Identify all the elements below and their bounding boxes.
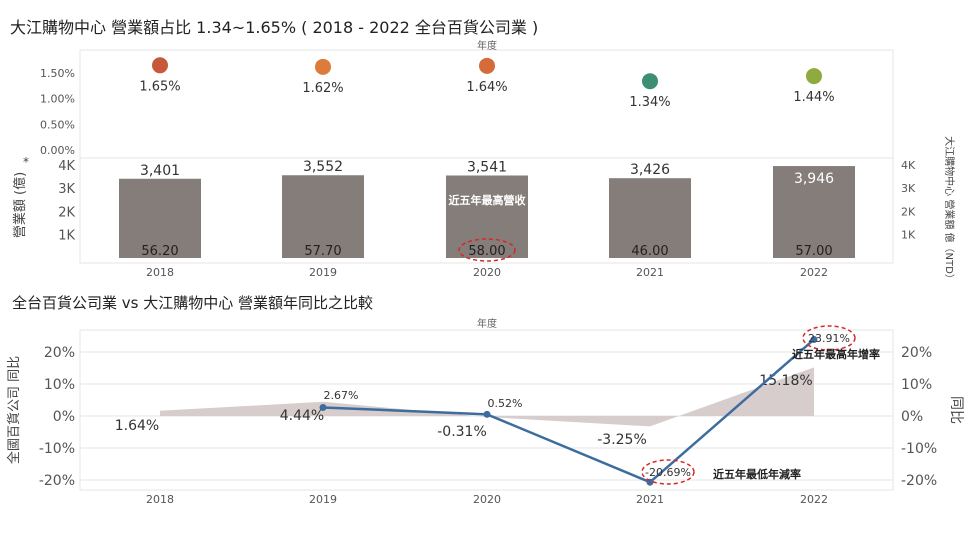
share-dot-2018 (152, 57, 168, 74)
annotation-circle-2021-low (641, 459, 695, 485)
share-dot-label: 1.64% (466, 80, 507, 95)
revenue-bar-2018 (119, 178, 201, 258)
share-dot-label: 1.62% (302, 81, 343, 96)
yoy-y-tick-label: 20% (44, 345, 75, 361)
revenue-bar-value-label: 3,552 (303, 159, 343, 175)
share-dot-label: 1.34% (629, 95, 670, 110)
yoy-y-tick-label: 10% (44, 377, 75, 393)
revenue-y-tick-label: 4K (58, 159, 75, 174)
panel-3-frame (79, 329, 894, 491)
bottom-x-tick-label: 2019 (309, 493, 337, 506)
highest-revenue-annotation: 近五年最高營收 (449, 193, 526, 207)
top-x-tick-label: 2018 (146, 266, 174, 279)
share-dot-2020 (479, 57, 495, 74)
yoy-y-tick-label: -20% (39, 473, 75, 489)
share-y-tick-label: 1.00% (40, 93, 75, 106)
revenue-y-tick-label-right: 3K (901, 182, 916, 195)
revenue-bar-inner-label: 46.00 (631, 244, 668, 259)
revenue-y-tick-label: 3K (58, 182, 75, 197)
industry-yoy-label: -3.25% (597, 432, 647, 448)
revenue-y-axis-title: 營業額 (億) (12, 172, 28, 238)
share-y-tick-label: 0.50% (40, 118, 75, 131)
top-chart-title: 大江購物中心 營業額占比 1.34~1.65% ( 2018 - 2022 全台… (10, 18, 539, 37)
revenue-y-axis-marker: * (23, 155, 29, 169)
revenue-y-axis-title-right: 大江購物中心 營業額 億（NTD） (943, 136, 956, 284)
bottom-chart-title: 全台百貨公司業 vs 大江購物中心 營業額年同比之比較 (12, 294, 373, 312)
revenue-bar-value-label: 3,541 (467, 159, 507, 175)
revenue-bar-inner-label: 57.70 (304, 244, 341, 259)
bottom-x-tick-label: 2022 (800, 493, 828, 506)
revenue-bar-2022 (773, 166, 855, 258)
bottom-x-tick-label: 2018 (146, 493, 174, 506)
industry-yoy-label: -0.31% (437, 424, 487, 440)
yoy-y-tick-label-right: -10% (901, 441, 937, 457)
revenue-y-tick-label-right: 4K (901, 159, 916, 172)
revenue-bar-inner-label: 56.20 (141, 244, 178, 259)
revenue-bar-2019 (282, 175, 364, 258)
yoy-y-tick-label-right: 0% (901, 409, 923, 425)
revenue-y-tick-label-right: 1K (901, 229, 916, 242)
revenue-y-tick-label-right: 2K (901, 205, 916, 218)
yoy-y-axis-title: 全國百貨公司 同比 (6, 356, 22, 464)
tai-mall-yoy-label: 23.91% (808, 332, 850, 345)
tai-mall-yoy-point (319, 403, 327, 411)
revenue-bar-value-label: 3,401 (140, 163, 180, 179)
yoy-y-tick-label-right: 10% (901, 377, 932, 393)
tai-mall-yoy-point (810, 335, 818, 343)
yoy-y-tick-label: -10% (39, 441, 75, 457)
top-x-tick-label: 2020 (473, 266, 501, 279)
yoy-y-tick-label-right: -20% (901, 473, 937, 489)
industry-yoy-label: 4.44% (280, 408, 324, 424)
tai-mall-yoy-line (322, 338, 815, 484)
tai-mall-yoy-label: 2.67% (324, 389, 359, 402)
revenue-y-tick-label: 2K (58, 205, 75, 220)
share-dot-label: 1.65% (139, 79, 180, 94)
tai-mall-yoy-label: 0.52% (488, 397, 523, 410)
bottom-x-tick-label: 2021 (636, 493, 664, 506)
lowest-yoy-annotation: 近五年最低年減率 (713, 467, 801, 481)
revenue-y-tick-label: 1K (58, 229, 75, 244)
highest-yoy-annotation: 近五年最高年增率 (792, 347, 880, 361)
revenue-bar-2021 (609, 178, 691, 258)
yoy-y-axis-title-right: 同比 (948, 396, 964, 424)
revenue-bar-value-label: 3,426 (630, 162, 670, 178)
yoy-y-tick-label-right: 20% (901, 345, 932, 361)
share-dot-2019 (315, 58, 331, 75)
annotation-circle-2020-bar (458, 238, 516, 262)
share-y-tick-label: 0.00% (40, 144, 75, 157)
bottom-x-tick-label: 2020 (473, 493, 501, 506)
revenue-bar-2020 (446, 175, 528, 258)
share-y-tick-label: 1.50% (40, 67, 75, 80)
top-x-tick-label: 2021 (636, 266, 664, 279)
year-header-top: 年度 (477, 39, 497, 52)
share-dot-2022 (806, 68, 822, 85)
panel-2-frame (79, 157, 894, 264)
year-header-bottom: 年度 (477, 317, 497, 330)
industry-yoy-label: 1.64% (115, 418, 159, 434)
tai-mall-yoy-label: -20.69% (645, 466, 691, 479)
revenue-bar-inner-label: 58.00 (468, 244, 505, 259)
tai-mall-yoy-point (483, 410, 491, 418)
annotation-circle-2022-high (802, 325, 856, 351)
industry-yoy-area (160, 367, 814, 427)
top-x-tick-label: 2022 (800, 266, 828, 279)
top-x-tick-label: 2019 (309, 266, 337, 279)
revenue-bar-inner-label: 57.00 (795, 244, 832, 259)
revenue-bar-value-label: 3,946 (794, 171, 834, 187)
share-dot-label: 1.44% (793, 90, 834, 105)
yoy-y-tick-label: 0% (53, 409, 75, 425)
share-dot-2021 (642, 73, 658, 90)
